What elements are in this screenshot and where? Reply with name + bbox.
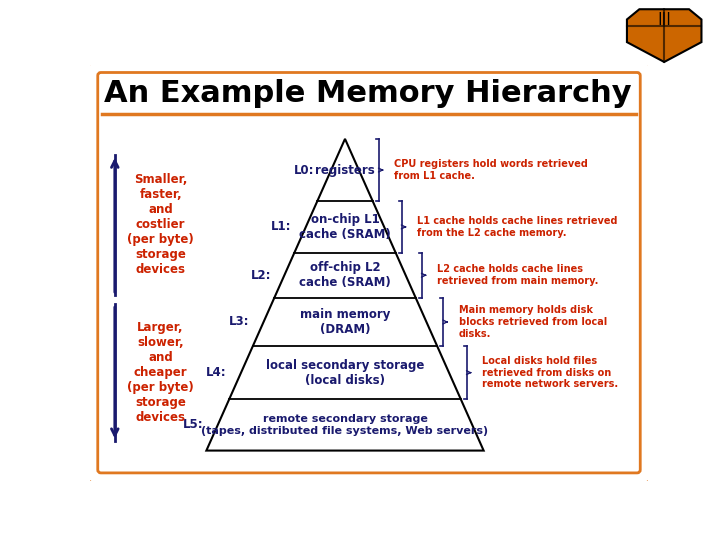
FancyBboxPatch shape xyxy=(98,72,640,473)
Text: CPU registers hold words retrieved
from L1 cache.: CPU registers hold words retrieved from … xyxy=(395,159,588,181)
Text: off-chip L2
cache (SRAM): off-chip L2 cache (SRAM) xyxy=(299,261,391,289)
FancyBboxPatch shape xyxy=(87,62,651,484)
Text: An Example Memory Hierarchy: An Example Memory Hierarchy xyxy=(104,79,631,108)
Text: |||: ||| xyxy=(657,12,671,25)
Text: registers: registers xyxy=(315,164,375,177)
Text: L1 cache holds cache lines retrieved
from the L2 cache memory.: L1 cache holds cache lines retrieved fro… xyxy=(418,216,618,238)
Text: L3:: L3: xyxy=(229,315,250,328)
Polygon shape xyxy=(207,139,484,450)
Text: main memory
(DRAM): main memory (DRAM) xyxy=(300,308,390,336)
Text: L0:: L0: xyxy=(294,164,314,177)
Text: L2:: L2: xyxy=(251,269,271,282)
Text: L5:: L5: xyxy=(183,418,203,431)
Text: Main memory holds disk
blocks retrieved from local
disks.: Main memory holds disk blocks retrieved … xyxy=(459,306,607,339)
Text: L2 cache holds cache lines
retrieved from main memory.: L2 cache holds cache lines retrieved fro… xyxy=(438,265,599,286)
Bar xyxy=(102,76,636,114)
Text: Smaller,
faster,
and
costlier
(per byte)
storage
devices: Smaller, faster, and costlier (per byte)… xyxy=(127,173,194,276)
Text: remote secondary storage
(tapes, distributed file systems, Web servers): remote secondary storage (tapes, distrib… xyxy=(202,414,489,436)
Bar xyxy=(102,117,636,468)
Text: L1:: L1: xyxy=(271,220,292,233)
Text: Local disks hold files
retrieved from disks on
remote network servers.: Local disks hold files retrieved from di… xyxy=(482,356,618,389)
Text: L4:: L4: xyxy=(205,366,226,379)
Polygon shape xyxy=(627,9,701,62)
Text: on-chip L1
cache (SRAM): on-chip L1 cache (SRAM) xyxy=(299,213,391,241)
Text: Larger,
slower,
and
cheaper
(per byte)
storage
devices: Larger, slower, and cheaper (per byte) s… xyxy=(127,321,194,424)
Text: local secondary storage
(local disks): local secondary storage (local disks) xyxy=(266,359,424,387)
